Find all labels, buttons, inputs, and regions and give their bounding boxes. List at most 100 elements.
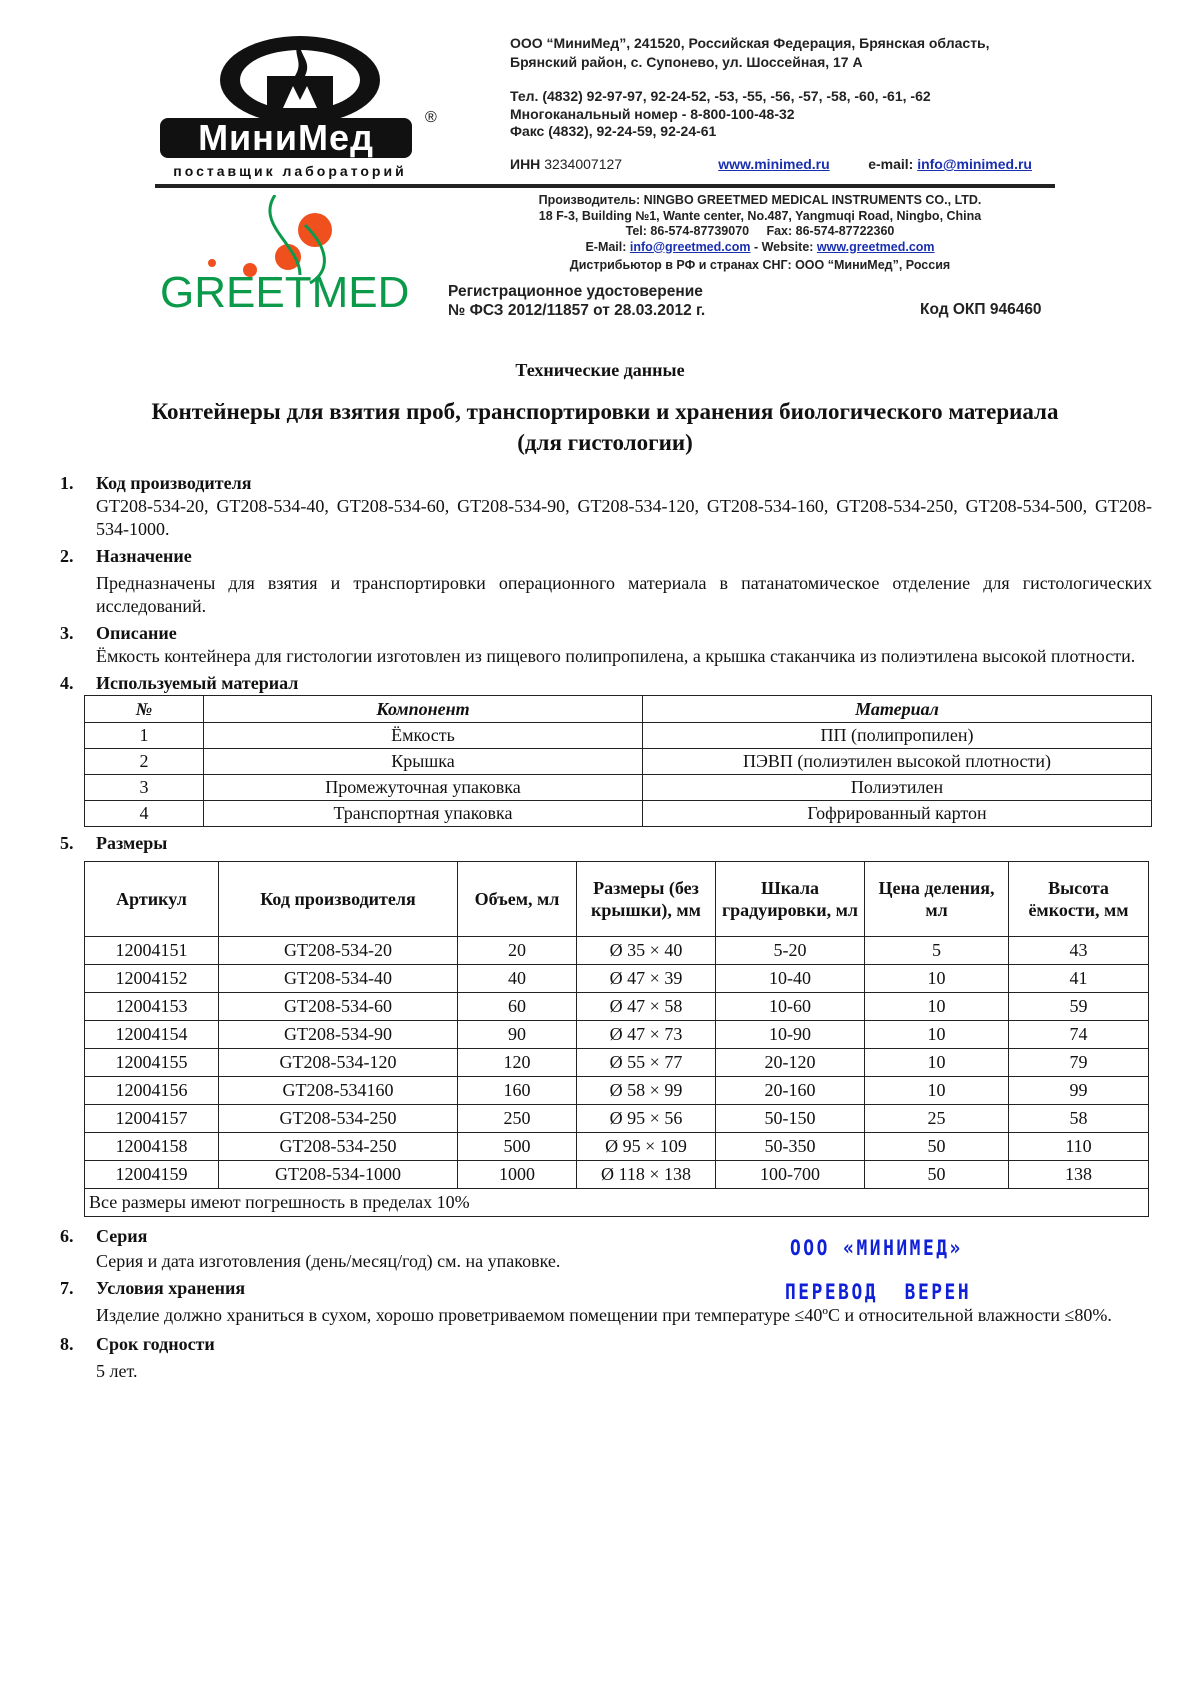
- manufacturer-website-link[interactable]: www.greetmed.com: [816, 239, 935, 254]
- table-row: 3 Промежуточная упаковка Полиэтилен: [84, 774, 1152, 801]
- section-text: Ёмкость контейнера для гистологии изгото…: [96, 646, 1136, 666]
- section-1: 1. Код производителя GT208-534-20, GT208-…: [60, 472, 1152, 541]
- table-cell: 20: [457, 936, 577, 965]
- registration-line1: Регистрационное удостоверение: [448, 283, 703, 300]
- table-row: 12004153 GT208-534-60 60 Ø 47 × 58 10-60 10 59: [84, 992, 1149, 1021]
- table-cell: 12004153: [84, 992, 219, 1021]
- section-number: 1.: [60, 473, 74, 493]
- tech-data-heading: Технические данные: [515, 360, 685, 380]
- table-row: 12004151 GT208-534-20 20 Ø 35 × 40 5-20 5 43: [84, 936, 1149, 965]
- inn-label: ИНН: [510, 156, 541, 172]
- table-cell: 41: [1008, 964, 1149, 993]
- table-cell: GT208-534-1000: [218, 1160, 458, 1189]
- title-line2: (для гистологии): [517, 430, 693, 455]
- section-2: 2. Назначение Предназначены для взятия и …: [60, 545, 1152, 618]
- table-cell: Крышка: [203, 748, 643, 775]
- column-header: Высота ёмкости, мм: [1008, 861, 1149, 937]
- manufacturer-address: 18 F-3, Building №1, Wante center, No.48…: [538, 208, 982, 223]
- section-8: 8. Срок годности 5 лет.: [60, 1333, 1152, 1383]
- section-number: 7.: [60, 1278, 74, 1298]
- minimed-logo: МиниМед ® поставщик лабораторий: [160, 36, 437, 179]
- table-cell: 500: [457, 1132, 577, 1161]
- table-cell: ПП (полипропилен): [642, 722, 1152, 749]
- table-cell: 20-160: [715, 1076, 865, 1105]
- table-cell: Ø 47 × 73: [576, 1020, 716, 1049]
- greetmed-logo: GREETMED: [160, 195, 409, 317]
- section-title: Код производителя: [96, 473, 252, 493]
- phone: Тел. (4832) 92-97-97, 92-24-52, -53, -55…: [510, 88, 931, 104]
- table-cell: GT208-534-120: [218, 1048, 458, 1077]
- column-header: Материал: [642, 695, 1152, 723]
- column-header: №: [84, 695, 204, 723]
- section-5: 5. Размеры Артикул Код производителя Объем,…: [60, 832, 1152, 1217]
- table-cell: Транспортная упаковка: [203, 800, 643, 827]
- document-body: 1. Код производителя GT208-534-20, GT208-…: [60, 468, 1152, 1383]
- svg-text:GREETMED: GREETMED: [160, 268, 409, 317]
- table-cell: 50: [864, 1132, 1009, 1161]
- section-title: Описание: [96, 623, 177, 643]
- column-header: Цена деления, мл: [864, 861, 1009, 937]
- table-cell: ПЭВП (полиэтилен высокой плотности): [642, 748, 1152, 775]
- table-cell: 100-700: [715, 1160, 865, 1189]
- section-4: 4. Используемый материал № Компонент Мате…: [60, 672, 1152, 827]
- table-cell: 20-120: [715, 1048, 865, 1077]
- table-cell: 43: [1008, 936, 1149, 965]
- okp-code: Код ОКП 946460: [920, 301, 1042, 318]
- table-cell: 50: [864, 1160, 1009, 1189]
- section-text: Предназначены для взятия и транспортиров…: [96, 573, 1152, 616]
- table-cell: 40: [457, 964, 577, 993]
- table-cell: 4: [84, 800, 204, 827]
- table-cell: Ø 55 × 77: [576, 1048, 716, 1077]
- column-header: Шкала градуировки, мл: [715, 861, 865, 937]
- manufacturer-email-link[interactable]: info@greetmed.com: [629, 239, 751, 254]
- section-number: 5.: [60, 833, 74, 853]
- table-cell: 10-40: [715, 964, 865, 993]
- section-title: Серия: [96, 1226, 148, 1246]
- table-cell: Ø 95 × 56: [576, 1104, 716, 1133]
- column-header: Артикул: [84, 861, 219, 937]
- table-cell: Ø 58 × 99: [576, 1076, 716, 1105]
- inn-value: 3234007127: [544, 156, 623, 172]
- table-note-row: Все размеры имеют погрешность в пределах…: [84, 1188, 1149, 1217]
- registration-line2: № ФСЗ 2012/11857 от 28.03.2012 г.: [448, 302, 706, 319]
- column-header: Компонент: [203, 695, 643, 723]
- table-row: 12004159 GT208-534-1000 1000 Ø 118 × 138 100…: [84, 1160, 1149, 1189]
- fax: Факс (4832), 92-24-59, 92-24-61: [510, 123, 717, 139]
- table-cell: 12004151: [84, 936, 219, 965]
- section-7: 7. Условия хранения Изделие должно хранит…: [60, 1277, 1152, 1327]
- table-cell: Промежуточная упаковка: [203, 774, 643, 801]
- table-cell: 25: [864, 1104, 1009, 1133]
- table-cell: GT208-534-40: [218, 964, 458, 993]
- stamp-translation-verified: ПЕРЕВОД ВЕРЕН: [785, 1280, 972, 1304]
- svg-text:МиниМед: МиниМед: [198, 117, 374, 158]
- section-6: 6. Серия Серия и дата изготовления (день/…: [60, 1225, 1152, 1273]
- column-header: Объем, мл: [457, 861, 577, 937]
- table-cell: 60: [457, 992, 577, 1021]
- table-row: 1 Ёмкость ПП (полипропилен): [84, 722, 1152, 749]
- table-cell: 5-20: [715, 936, 865, 965]
- distributor: Дистрибьютор в РФ и странах СНГ: ООО “Ми…: [569, 258, 951, 272]
- section-text: 5 лет.: [96, 1361, 138, 1381]
- table-row: 4 Транспортная упаковка Гофрированный карт…: [84, 800, 1152, 827]
- table-cell: Ø 118 × 138: [576, 1160, 716, 1189]
- table-cell: 12004157: [84, 1104, 219, 1133]
- table-cell: 120: [457, 1048, 577, 1077]
- table-cell: 1000: [457, 1160, 577, 1189]
- table-cell: 10-90: [715, 1020, 865, 1049]
- manufacturer-tel: Tel: 86-574-87739070 Fax: 86-574-8772236…: [625, 224, 895, 238]
- table-cell: Полиэтилен: [642, 774, 1152, 801]
- email-link[interactable]: info@minimed.ru: [917, 156, 1032, 172]
- manufacturer: Производитель: NINGBO GREETMED MEDICAL I…: [538, 193, 982, 207]
- address-line2: Брянский район, с. Супонево, ул. Шоссейн…: [510, 54, 863, 70]
- table-row: 12004158 GT208-534-250 500 Ø 95 × 109 50-350…: [84, 1132, 1149, 1161]
- website-link[interactable]: www.minimed.ru: [718, 156, 830, 172]
- table-cell: 2: [84, 748, 204, 775]
- section-title: Срок годности: [96, 1334, 215, 1354]
- table-row: 12004156 GT208-534160 160 Ø 58 × 99 20-160 10…: [84, 1076, 1149, 1105]
- section-number: 8.: [60, 1334, 74, 1354]
- table-cell: 58: [1008, 1104, 1149, 1133]
- table-cell: 10: [864, 992, 1009, 1021]
- section-3: 3. Описание Ёмкость контейнера для гистол…: [60, 622, 1152, 668]
- table-cell: 12004159: [84, 1160, 219, 1189]
- page-title: Контейнеры для взятия проб, транспортиро…: [80, 396, 1130, 458]
